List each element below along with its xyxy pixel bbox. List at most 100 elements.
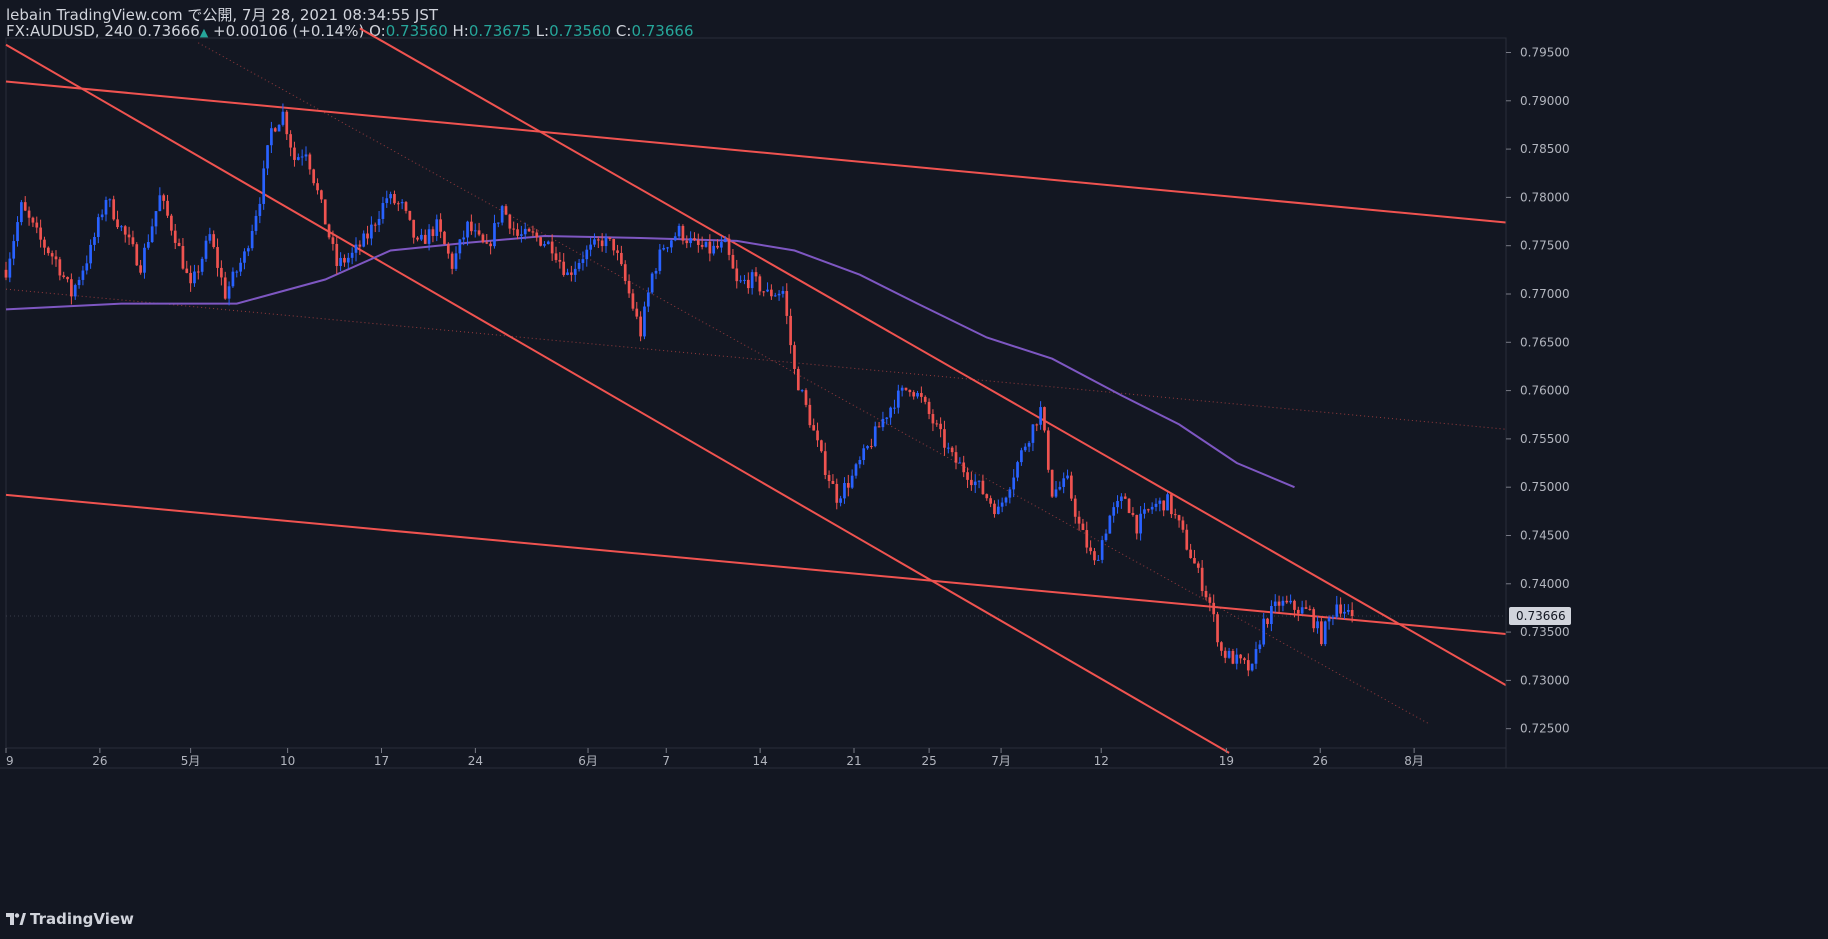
trendline[interactable] [359, 27, 1507, 687]
published-line: lebain TradingView.com で公開, 7月 28, 2021 … [6, 6, 439, 24]
candle [777, 290, 781, 301]
candle-body [1023, 446, 1027, 451]
candle [431, 226, 435, 243]
price-axis[interactable]: 0.79500 0.79000 0.78500 0.78000 0.77500 0.770… [1505, 38, 1571, 768]
candle-body [177, 242, 181, 247]
candle-body [154, 211, 158, 227]
trendline[interactable] [5, 493, 1507, 636]
candle [189, 265, 192, 292]
y-tick-label: 0.74500 [1520, 528, 1570, 542]
candle [1293, 599, 1296, 618]
y-tick-label: 0.73000 [1520, 673, 1570, 687]
candle [716, 239, 719, 250]
candle-body [189, 272, 192, 284]
candle [1254, 641, 1258, 670]
last-price-label: 0.73666 [1516, 609, 1566, 623]
candle [585, 245, 589, 267]
candle [27, 206, 31, 226]
candle-body [831, 480, 835, 484]
candle-body [1323, 621, 1327, 645]
candle-body [66, 276, 69, 280]
candle [962, 455, 966, 478]
candle [181, 238, 185, 270]
candle [1027, 440, 1031, 453]
candle [1050, 469, 1054, 498]
x-tick-label: 24 [468, 754, 483, 768]
candle-body [877, 426, 881, 428]
candle [435, 214, 439, 242]
moving-average-layer [5, 234, 1295, 489]
candle-body [20, 202, 23, 223]
candle [146, 234, 150, 250]
candle-body [600, 240, 604, 247]
candle-body [193, 271, 196, 284]
candle [208, 227, 212, 244]
time-axis[interactable]: 9 26 5月 10 17 24 6月 7 14 21 25 7月 12 19 26 8月 [5, 748, 1424, 768]
candle [481, 233, 485, 244]
candle [558, 252, 562, 269]
candle [1146, 508, 1150, 513]
candle-body [766, 289, 769, 292]
candle-body [546, 241, 550, 245]
candle [346, 252, 350, 269]
trendlines[interactable] [5, 27, 1507, 754]
trendline[interactable] [198, 42, 1430, 725]
candle-body [120, 226, 123, 228]
symbol[interactable]: FX:AUDUSD, 240 [6, 22, 133, 40]
candle-body [346, 257, 350, 263]
tradingview-logo[interactable]: TradingView [6, 910, 134, 928]
candle [1066, 469, 1069, 480]
candle-body [123, 226, 127, 235]
candle-body [427, 229, 431, 244]
candle-body [254, 215, 258, 231]
candle-body [85, 263, 89, 271]
candle-body [73, 285, 77, 297]
trendline[interactable] [5, 80, 1507, 224]
candle [377, 211, 381, 233]
candle [908, 389, 912, 397]
candle-body [658, 249, 662, 271]
candle-body [1093, 551, 1096, 561]
candle-body [908, 389, 912, 393]
candle-body [50, 253, 54, 257]
candle [685, 235, 689, 249]
candle [4, 261, 8, 281]
candle-body [131, 237, 135, 245]
candle [1335, 595, 1339, 620]
candle-body [873, 426, 877, 447]
candle-body [723, 238, 727, 243]
candle-body [1012, 477, 1016, 490]
candle [123, 225, 127, 243]
candle [977, 480, 981, 489]
candle-body [989, 498, 992, 504]
candle [1000, 497, 1004, 513]
y-tick-label: 0.77500 [1520, 239, 1570, 253]
candle-body [1158, 500, 1162, 504]
candle [516, 223, 519, 240]
candle [696, 233, 700, 253]
candle [843, 477, 846, 504]
low-label: L: [535, 22, 550, 40]
candle [204, 235, 208, 262]
trendline[interactable] [5, 43, 1230, 754]
candle-body [662, 248, 666, 250]
candle [704, 241, 708, 248]
candle-body [277, 124, 281, 132]
candle-body [1258, 644, 1262, 650]
candle-body [643, 306, 646, 337]
candle-body [1262, 618, 1266, 645]
moving-average-line [5, 234, 1295, 489]
candle-body [981, 480, 985, 495]
candle [143, 243, 146, 279]
candle [62, 271, 66, 279]
candle-body [850, 475, 854, 488]
candle [616, 244, 619, 261]
candle [1343, 603, 1346, 620]
candle [1262, 613, 1266, 647]
candle [300, 149, 304, 166]
candle [31, 216, 35, 228]
candle [158, 187, 162, 212]
candle-body [1135, 514, 1139, 534]
trendline[interactable] [5, 288, 1507, 430]
